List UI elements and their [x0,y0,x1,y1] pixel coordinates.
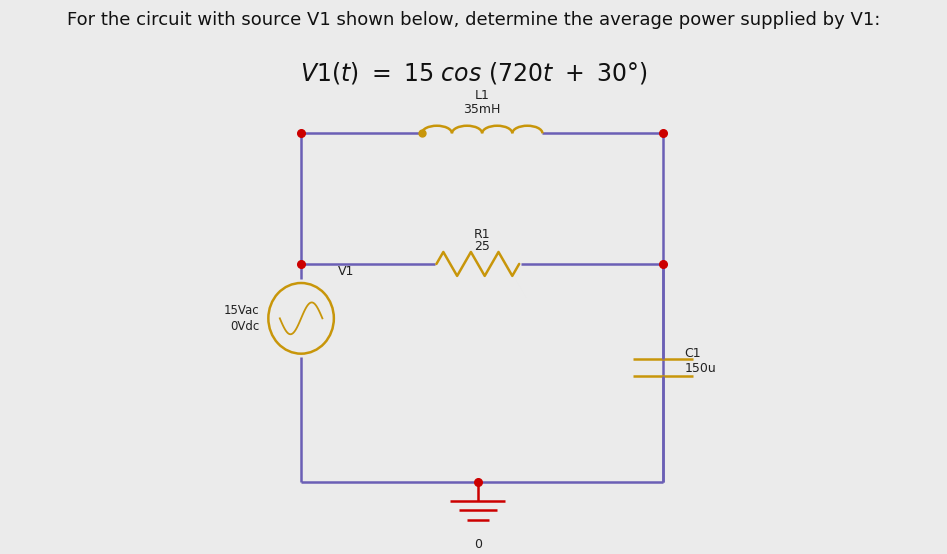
Text: 35mH: 35mH [463,104,501,116]
Text: For the circuit with source V1 shown below, determine the average power supplied: For the circuit with source V1 shown bel… [67,11,880,29]
Text: C1: C1 [685,347,702,360]
Text: L1: L1 [474,89,490,102]
Text: $\mathit{V1(t)}\ =\ \mathit{15\ cos\ (720t\ +\ 30°)}$: $\mathit{V1(t)}\ =\ \mathit{15\ cos\ (72… [300,60,647,86]
Text: 150u: 150u [685,362,717,375]
Text: 25: 25 [474,240,490,253]
Text: V1: V1 [338,265,354,278]
Text: 0: 0 [474,537,482,551]
Text: R1: R1 [474,228,491,240]
Text: 15Vac: 15Vac [224,304,259,317]
Text: 0Vdc: 0Vdc [230,320,259,333]
